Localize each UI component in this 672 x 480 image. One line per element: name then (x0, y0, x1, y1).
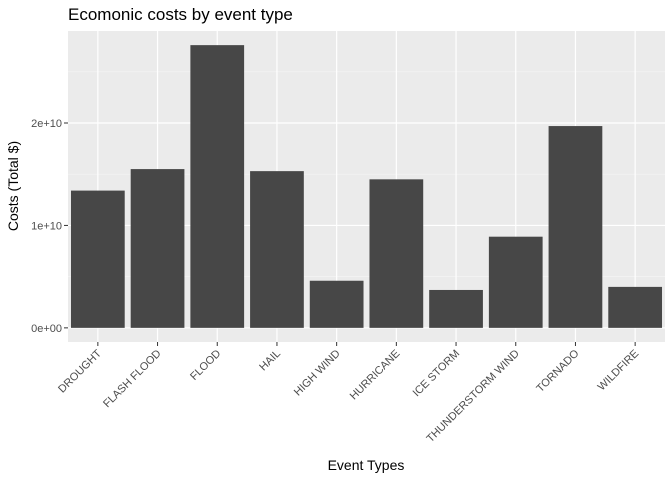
bar-thunderstorm-wind (488, 236, 543, 328)
y-tick-label: 1e+10 (31, 220, 62, 232)
y-tick-label: 0e+00 (31, 323, 62, 335)
bar-flash-flood (130, 169, 185, 328)
bars (70, 45, 663, 328)
x-tick-label: FLOOD (188, 348, 223, 383)
x-tick-label: FLASH FLOOD (101, 348, 164, 411)
y-axis: 0e+00 1e+10 2e+10 (31, 118, 68, 335)
chart-title: Ecomonic costs by event type (68, 5, 293, 24)
bar-hail (250, 171, 304, 328)
bar-drought (70, 190, 125, 328)
bar-tornado (548, 126, 603, 328)
bar-wildfire (608, 286, 663, 328)
x-tick-label: HAIL (257, 348, 283, 374)
x-axis-title: Event Types (328, 457, 405, 473)
bar-high-wind (309, 280, 364, 328)
x-tick-label: HIGH WIND (292, 348, 343, 399)
bar-hurricane (369, 179, 424, 328)
x-tick-label: DROUGHT (56, 347, 104, 395)
x-tick-label: HURRICANE (348, 348, 403, 403)
y-axis-title: Costs (Total $) (5, 141, 21, 231)
y-tick-label: 2e+10 (31, 118, 62, 130)
bar-ice-storm (429, 289, 483, 328)
x-tick-label: WILDFIRE (596, 348, 642, 394)
x-tick-label: TORNADO (534, 347, 582, 395)
bar-flood (190, 45, 245, 328)
x-tick-label: ICE STORM (411, 348, 463, 400)
